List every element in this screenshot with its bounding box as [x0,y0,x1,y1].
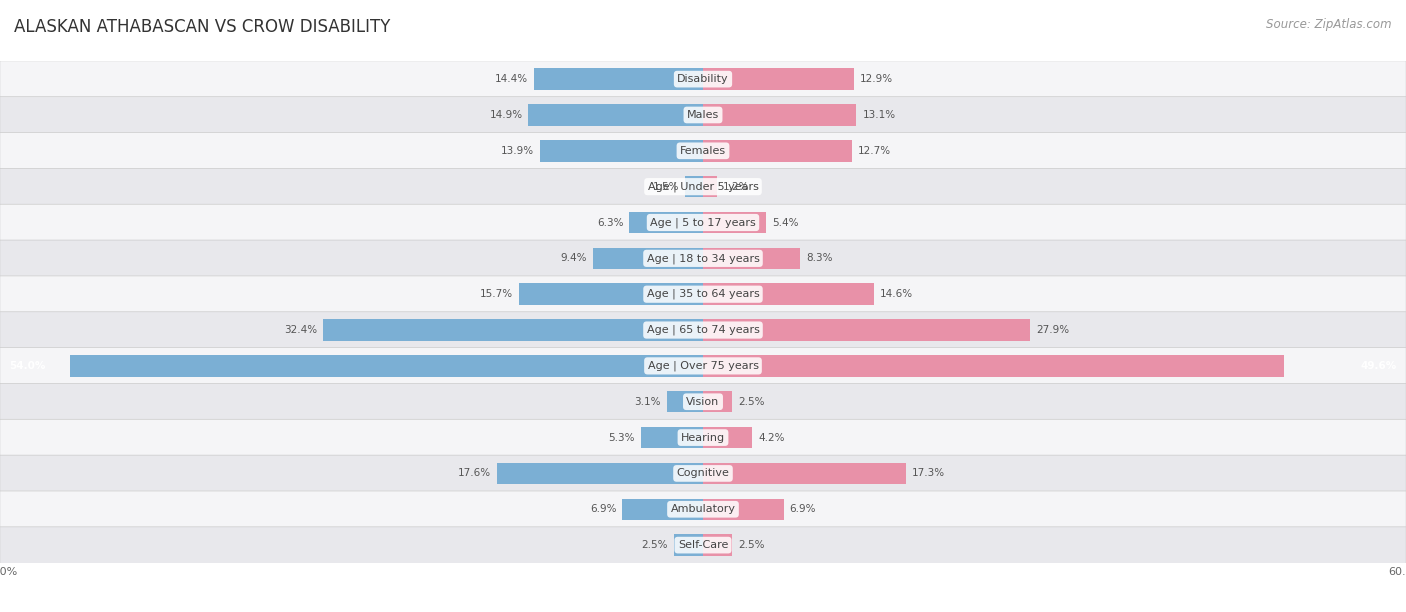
Text: 5.3%: 5.3% [609,433,636,442]
Bar [70,355,703,376]
FancyBboxPatch shape [0,348,1406,384]
Text: 32.4%: 32.4% [284,325,318,335]
Bar [540,140,703,162]
Text: 9.4%: 9.4% [561,253,588,263]
FancyBboxPatch shape [0,204,1406,241]
Text: Age | Over 75 years: Age | Over 75 years [648,360,758,371]
Bar [673,534,703,556]
FancyBboxPatch shape [0,419,1406,456]
Text: ALASKAN ATHABASCAN VS CROW DISABILITY: ALASKAN ATHABASCAN VS CROW DISABILITY [14,18,391,36]
FancyBboxPatch shape [0,312,1406,348]
Text: 13.9%: 13.9% [501,146,534,156]
Text: 3.1%: 3.1% [634,397,661,407]
Text: 4.2%: 4.2% [758,433,785,442]
Text: 12.7%: 12.7% [858,146,891,156]
Text: Disability: Disability [678,74,728,84]
Bar [621,499,703,520]
Text: 27.9%: 27.9% [1036,325,1069,335]
Bar [630,212,703,233]
Text: 1.2%: 1.2% [723,182,749,192]
Text: Cognitive: Cognitive [676,468,730,479]
FancyBboxPatch shape [0,61,1406,97]
Bar [703,176,717,198]
Bar [666,391,703,412]
Text: Age | 18 to 34 years: Age | 18 to 34 years [647,253,759,264]
Text: 14.9%: 14.9% [489,110,523,120]
Text: 13.1%: 13.1% [862,110,896,120]
Bar [703,463,905,484]
Bar [496,463,703,484]
Bar [641,427,703,449]
FancyBboxPatch shape [0,455,1406,491]
Text: Males: Males [688,110,718,120]
FancyBboxPatch shape [0,97,1406,133]
Text: Hearing: Hearing [681,433,725,442]
Text: Females: Females [681,146,725,156]
Text: 2.5%: 2.5% [738,540,765,550]
FancyBboxPatch shape [0,168,1406,205]
Text: 5.4%: 5.4% [772,217,799,228]
Text: 2.5%: 2.5% [641,540,668,550]
Text: 15.7%: 15.7% [479,289,513,299]
Text: 49.6%: 49.6% [1361,361,1396,371]
Bar [686,176,703,198]
Text: 6.9%: 6.9% [589,504,616,514]
Text: 17.6%: 17.6% [458,468,491,479]
Text: 6.3%: 6.3% [596,217,623,228]
Bar [703,427,752,449]
FancyBboxPatch shape [0,133,1406,169]
Bar [703,534,733,556]
Text: 6.9%: 6.9% [790,504,817,514]
FancyBboxPatch shape [0,527,1406,564]
Bar [703,69,855,90]
Text: Age | 5 to 17 years: Age | 5 to 17 years [650,217,756,228]
Text: Age | 35 to 64 years: Age | 35 to 64 years [647,289,759,299]
Text: 1.5%: 1.5% [652,182,679,192]
Bar [519,283,703,305]
Text: Ambulatory: Ambulatory [671,504,735,514]
Bar [703,104,856,125]
Bar [703,319,1029,341]
FancyBboxPatch shape [0,240,1406,277]
Text: Vision: Vision [686,397,720,407]
Bar [703,140,852,162]
FancyBboxPatch shape [0,491,1406,528]
Text: 17.3%: 17.3% [911,468,945,479]
Text: 14.6%: 14.6% [880,289,912,299]
Bar [529,104,703,125]
Bar [703,355,1284,376]
Text: 14.4%: 14.4% [495,74,529,84]
Bar [703,283,875,305]
Text: Self-Care: Self-Care [678,540,728,550]
Bar [703,499,785,520]
Text: Source: ZipAtlas.com: Source: ZipAtlas.com [1267,18,1392,31]
Text: Age | Under 5 years: Age | Under 5 years [648,181,758,192]
Bar [703,391,733,412]
Bar [593,248,703,269]
Text: Age | 65 to 74 years: Age | 65 to 74 years [647,325,759,335]
FancyBboxPatch shape [0,384,1406,420]
FancyBboxPatch shape [0,276,1406,313]
Text: 2.5%: 2.5% [738,397,765,407]
Text: 54.0%: 54.0% [10,361,46,371]
Text: 12.9%: 12.9% [860,74,893,84]
Bar [703,248,800,269]
Bar [703,212,766,233]
Text: 8.3%: 8.3% [806,253,832,263]
Bar [323,319,703,341]
Bar [534,69,703,90]
